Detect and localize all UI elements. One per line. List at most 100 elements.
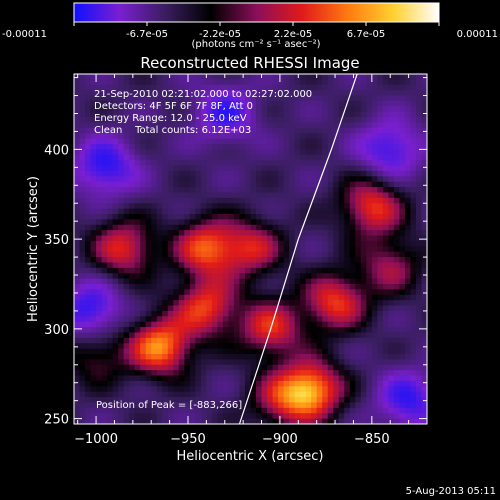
heatmap-cell: [184, 224, 191, 231]
heatmap-cell: [393, 321, 401, 328]
heatmap-cell: [250, 192, 257, 199]
heatmap-cell: [233, 224, 241, 231]
heatmap-cell: [421, 348, 427, 355]
heatmap-cell: [112, 375, 119, 382]
heatmap-cell: [305, 289, 312, 296]
heatmap-cell: [404, 386, 412, 393]
heatmap-cell: [184, 316, 191, 323]
heatmap-cell: [184, 117, 191, 124]
heatmap-cell: [311, 375, 318, 382]
heatmap-cell: [74, 219, 81, 226]
heatmap-cell: [206, 391, 213, 398]
heatmap-cell: [79, 246, 86, 253]
heatmap-cell: [415, 181, 423, 188]
heatmap-cell: [294, 294, 301, 301]
heatmap-cell: [294, 407, 301, 414]
heatmap-cell: [415, 273, 423, 280]
heatmap-cell: [421, 203, 427, 210]
heatmap-cell: [167, 127, 174, 134]
heatmap-cell: [151, 364, 158, 371]
heatmap-cell: [250, 327, 257, 334]
heatmap-cell: [355, 192, 362, 199]
heatmap-cell: [74, 310, 81, 317]
heatmap-cell: [107, 289, 114, 296]
heatmap-cell: [173, 219, 180, 226]
heatmap-cell: [382, 418, 389, 424]
heatmap-cell: [140, 397, 147, 404]
heatmap-cell: [129, 407, 136, 414]
heatmap-cell: [173, 375, 180, 382]
heatmap-cell: [211, 391, 219, 398]
heatmap-cell: [134, 208, 141, 215]
heatmap-cell: [206, 122, 213, 129]
heatmap-cell: [399, 337, 406, 344]
heatmap-cell: [355, 375, 362, 382]
heatmap-cell: [195, 273, 202, 280]
heatmap-cell: [388, 214, 395, 220]
heatmap-cell: [377, 402, 384, 409]
heatmap-cell: [256, 321, 263, 328]
heatmap-cell: [228, 122, 235, 129]
heatmap-cell: [200, 203, 207, 210]
heatmap-cell: [338, 402, 345, 409]
heatmap-cell: [360, 418, 367, 424]
heatmap-cell: [118, 348, 125, 355]
heatmap-cell: [112, 95, 119, 102]
heatmap-cell: [338, 305, 345, 312]
heatmap-cell: [156, 111, 163, 118]
heatmap-cell: [96, 246, 103, 253]
heatmap-cell: [156, 79, 163, 86]
heatmap-cell: [79, 267, 86, 274]
heatmap-cell: [211, 235, 219, 242]
heatmap-cell: [118, 214, 125, 220]
heatmap-cell: [90, 160, 97, 167]
heatmap-cell: [366, 219, 373, 226]
heatmap-cell: [211, 300, 219, 307]
heatmap-cell: [167, 370, 174, 377]
heatmap-cell: [344, 402, 351, 409]
heatmap-cell: [118, 380, 125, 387]
heatmap-cell: [377, 327, 384, 334]
heatmap-cell: [294, 413, 301, 420]
heatmap-cell: [410, 170, 417, 177]
heatmap-cell: [289, 74, 296, 80]
heatmap-cell: [382, 251, 389, 258]
heatmap-cell: [239, 90, 246, 97]
heatmap-cell: [90, 359, 97, 366]
heatmap-cell: [184, 257, 191, 264]
heatmap-cell: [85, 316, 92, 323]
heatmap-cell: [206, 267, 213, 274]
heatmap-cell: [316, 214, 323, 220]
heatmap-cell: [222, 74, 230, 80]
heatmap-cell: [200, 127, 207, 134]
heatmap-cell: [233, 267, 241, 274]
heatmap-cell: [134, 181, 141, 188]
heatmap-cell: [239, 273, 246, 280]
heatmap-cell: [338, 144, 345, 150]
heatmap-cell: [222, 267, 230, 274]
heatmap-cell: [162, 364, 169, 371]
heatmap-cell: [228, 251, 235, 258]
heatmap-cell: [129, 337, 136, 344]
heatmap-cell: [101, 100, 108, 107]
heatmap-cell: [244, 364, 252, 371]
heatmap-cell: [195, 122, 202, 129]
heatmap-cell: [349, 375, 356, 382]
heatmap-cell: [305, 391, 312, 398]
heatmap-cell: [156, 144, 163, 150]
heatmap-cell: [410, 138, 417, 145]
heatmap-cell: [107, 214, 114, 220]
heatmap-cell: [239, 160, 246, 167]
heatmap-cell: [90, 122, 97, 129]
heatmap-cell: [349, 187, 356, 194]
heatmap-cell: [272, 391, 279, 398]
heatmap-cell: [167, 305, 174, 312]
heatmap-cell: [200, 214, 207, 220]
heatmap-cell: [278, 418, 285, 424]
heatmap-cell: [178, 327, 185, 334]
heatmap-cell: [305, 214, 312, 220]
heatmap-cell: [211, 117, 219, 124]
heatmap-cell: [399, 138, 406, 145]
heatmap-cell: [151, 397, 158, 404]
heatmap-cell: [388, 165, 395, 172]
